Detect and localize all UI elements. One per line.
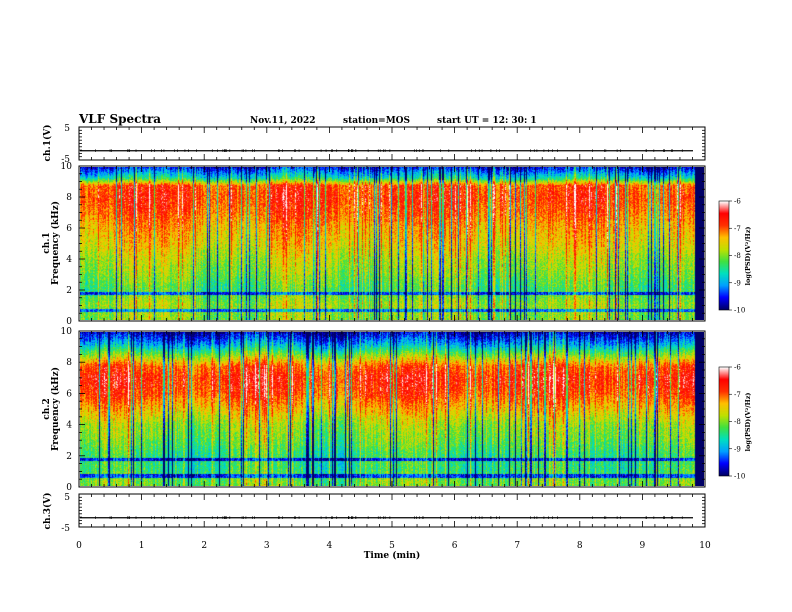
- date-label: Nov.11, 2022: [250, 116, 316, 126]
- time-tick-label: 1: [139, 541, 145, 551]
- time-tick-label: 10: [699, 541, 711, 551]
- ch1-spectrogram-ytick-label: 2: [66, 286, 72, 296]
- time-tick-label: 7: [514, 541, 520, 551]
- ch2-spectrogram-image: [80, 332, 704, 486]
- ch2-spectrogram-ticks: [78, 330, 706, 488]
- ch3-waveform-ticks: [78, 493, 706, 528]
- ch2-spectrogram-ytick-label: 0: [66, 483, 72, 493]
- figure-title: VLF Spectra: [78, 112, 161, 126]
- ch1-spectrogram-ytick-label: 0: [66, 317, 72, 327]
- ch2-colorbar-ticks: -6 -7 -8 -9 -10: [729, 364, 745, 481]
- ch3-ytick-top: 5: [64, 493, 70, 503]
- ch1-colorbar: -6 -7 -8 -9 -10 log(PSD)(V²/Hz): [718, 198, 752, 315]
- ch3-waveform-ylabel: ch.3(V): [42, 493, 53, 530]
- ch1-spectrogram-image: [80, 167, 704, 320]
- ch1-spectrogram-ytick-label: 8: [66, 193, 72, 203]
- ch3-waveform-trace: [80, 516, 693, 519]
- ch1-spectrogram-ytick-label: 4: [66, 255, 72, 265]
- time-tick-label: 5: [389, 541, 395, 551]
- time-tick-label: 6: [452, 541, 458, 551]
- time-tick-label: 0: [76, 541, 82, 551]
- ch1-spectrogram-colorbar-tick-label: -8: [734, 252, 741, 260]
- ch2-frequency-tick-labels: 0 2 4 6 8 10: [61, 327, 73, 493]
- ch1-spectrogram-ticks: [78, 165, 706, 322]
- ch2-spectrogram-ytick-label: 2: [66, 452, 72, 462]
- ch1-frequency-tick-labels: 0 2 4 6 8 10: [61, 162, 73, 327]
- ch1-spectrogram-colorbar-tick-label: -7: [734, 225, 741, 233]
- ch1-colorbar-gradient: [719, 201, 729, 310]
- ch1-waveform-ylabel: ch.1(V): [42, 125, 53, 162]
- time-tick-label: 8: [577, 541, 583, 551]
- ch1-ytick-bottom: -5: [61, 155, 70, 165]
- time-axis-tick-labels: 0 1 2 3 4 5 6 7 8 9 10: [76, 541, 711, 551]
- ch1-waveform-ticks: [78, 126, 706, 161]
- ch1-spectrogram-ylabel-frequency: Frequency (kHz): [50, 201, 61, 285]
- ch2-spectrogram-ytick-label: 6: [66, 389, 72, 399]
- ch2-colorbar: -6 -7 -8 -9 -10 log(PSD)(V²/Hz): [718, 364, 752, 481]
- ch1-colorbar-ticks: -6 -7 -8 -9 -10: [729, 198, 745, 315]
- ch2-spectrogram-ylabel-channel: ch.2: [42, 398, 52, 419]
- time-tick-label: 2: [201, 541, 207, 551]
- ch1-spectrogram-colorbar-tick-label: -6: [734, 198, 741, 206]
- ch1-spectrogram-ylabel-channel: ch.1: [42, 232, 52, 253]
- ch1-ytick-top: 5: [64, 124, 70, 134]
- ch2-spectrogram-colorbar-tick-label: -8: [734, 418, 741, 426]
- ch2-spectrogram-ytick-label: 4: [66, 421, 72, 431]
- ch1-waveform-trace: [80, 149, 693, 152]
- ch2-spectrogram-colorbar-tick-label: -6: [734, 364, 741, 372]
- time-tick-label: 9: [640, 541, 646, 551]
- ch2-colorbar-gradient: [719, 367, 729, 476]
- ch2-spectrogram-ytick-label: 8: [66, 358, 72, 368]
- time-tick-label: 4: [327, 541, 333, 551]
- ch1-spectrogram-colorbar-tick-label: -10: [734, 307, 745, 315]
- ch2-spectrogram-colorbar-tick-label: -9: [734, 445, 741, 453]
- ch2-spectrogram-ylabel-frequency: Frequency (kHz): [50, 367, 61, 451]
- ch1-spectrogram-ytick-label: 6: [66, 224, 72, 234]
- ch2-spectrogram-colorbar-tick-label: -10: [734, 473, 745, 481]
- ch2-colorbar-label: log(PSD)(V²/Hz): [744, 393, 752, 452]
- ch3-ytick-bottom: -5: [61, 524, 70, 534]
- ch2-spectrogram-panel: 0 2 4 6 8 10 ch.2 Frequency (kHz): [42, 327, 706, 493]
- ch3-waveform-panel: 5 -5 ch.3(V): [42, 493, 706, 534]
- ch1-colorbar-label: log(PSD)(V²/Hz): [744, 227, 752, 286]
- station-label: station=MOS: [343, 116, 410, 126]
- ch2-spectrogram-colorbar-tick-label: -7: [734, 391, 741, 399]
- ch1-waveform-panel: 5 -5 ch.1(V): [42, 124, 706, 165]
- ch1-spectrogram-colorbar-tick-label: -9: [734, 279, 741, 287]
- ch2-spectrogram-ytick-label: 10: [61, 327, 73, 337]
- time-tick-label: 3: [264, 541, 270, 551]
- time-axis-label: Time (min): [364, 550, 421, 561]
- start-ut-label: start UT = 12: 30: 1: [437, 116, 537, 126]
- ch1-spectrogram-ytick-label: 10: [61, 162, 73, 172]
- ch1-spectrogram-panel: 0 2 4 6 8 10 ch.1 Frequency (kHz): [42, 162, 706, 327]
